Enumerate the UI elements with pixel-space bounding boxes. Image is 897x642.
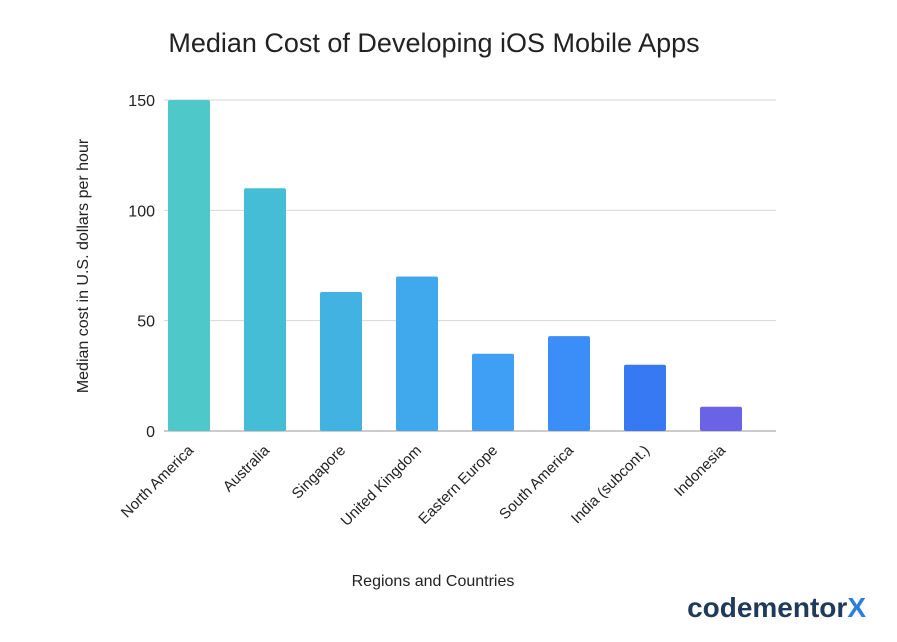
chart-title: Median Cost of Developing iOS Mobile App… <box>168 28 699 58</box>
y-axis-ticks: 150 100 50 0 <box>128 93 155 441</box>
bar <box>244 188 286 431</box>
bars <box>168 100 742 431</box>
y-tick-label: 50 <box>137 314 155 331</box>
y-axis-label: Median cost in U.S. dollars per hour <box>75 138 92 393</box>
bar <box>472 353 514 431</box>
bar <box>396 276 438 431</box>
brand-logo: codementorX <box>687 592 866 623</box>
bar <box>700 406 742 431</box>
x-tick-label: India (subcont.) <box>568 442 653 527</box>
x-tick-label: Eastern Europe <box>415 442 501 528</box>
x-tick-label: North America <box>118 442 198 522</box>
y-tick-label: 100 <box>128 203 155 220</box>
bar <box>320 291 362 431</box>
brand-x: X <box>847 592 866 623</box>
y-tick-label: 0 <box>146 424 155 441</box>
x-tick-label: South America <box>496 442 577 523</box>
x-tick-label: United Kingdom <box>338 442 425 529</box>
bar <box>624 364 666 431</box>
brand-name: codementor <box>687 592 847 623</box>
x-tick-label: Singapore <box>289 442 349 502</box>
x-tick-label: Indonesia <box>671 442 729 500</box>
bar <box>548 336 590 431</box>
bar <box>168 100 210 431</box>
y-tick-label: 150 <box>128 93 155 110</box>
x-tick-label: Australia <box>220 442 274 496</box>
x-axis-label: Regions and Countries <box>352 573 515 590</box>
